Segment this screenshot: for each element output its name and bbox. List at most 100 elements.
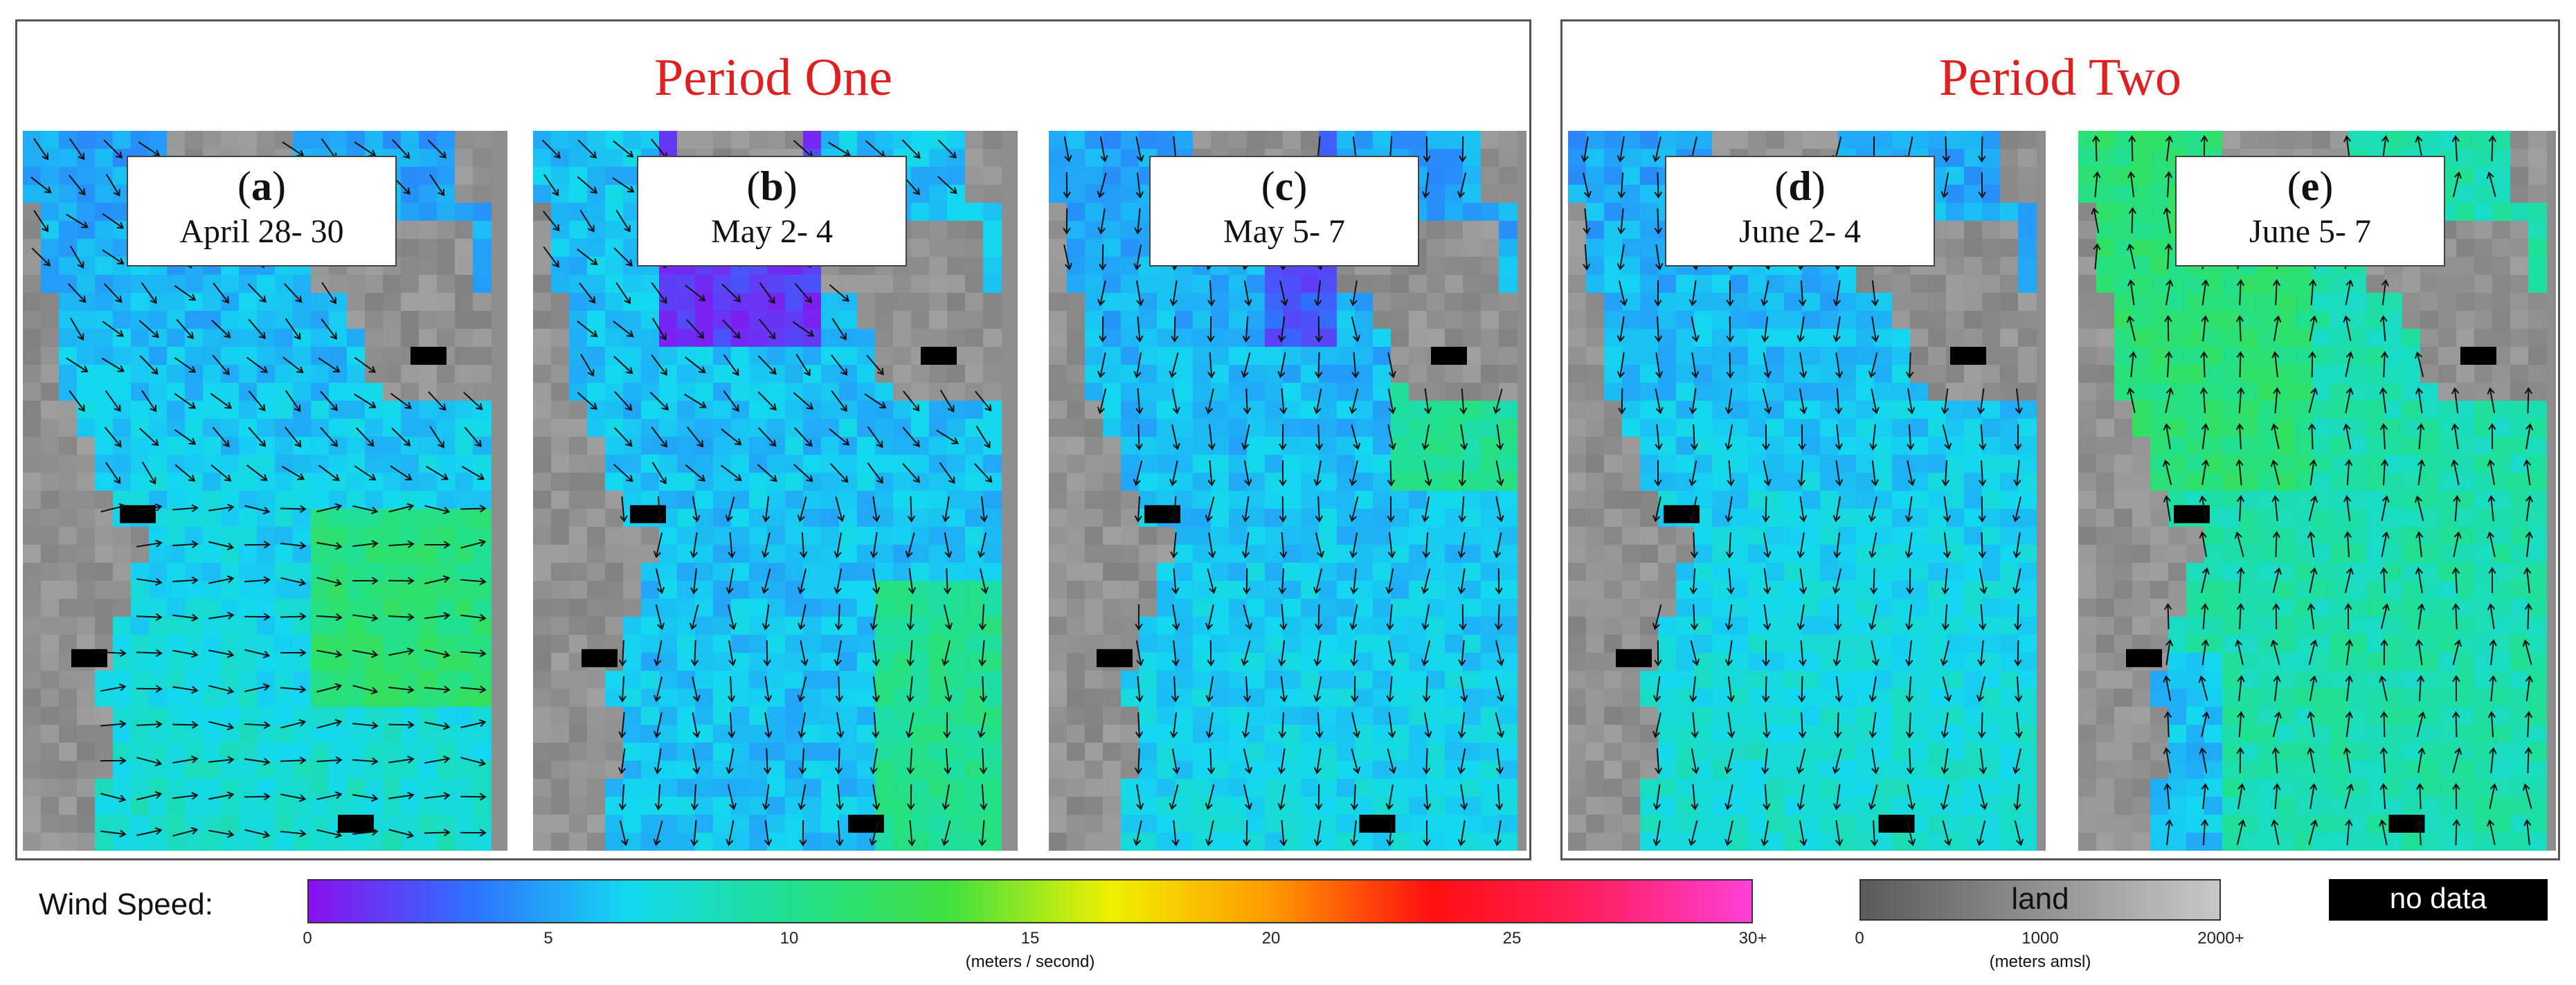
wind-arrow — [2345, 711, 2353, 737]
period-one-frame: Period One (a) April 28- 30 (b) May 2- 4… — [15, 19, 1531, 860]
wind-arrow — [1760, 280, 1769, 307]
wind-arrow — [1279, 280, 1288, 307]
wind-arrow — [1691, 784, 1699, 811]
wind-arrow — [2165, 387, 2174, 413]
wind-arrow — [1724, 424, 1733, 451]
wind-arrow — [978, 712, 987, 739]
wind-arrow — [354, 465, 377, 480]
wind-arrow — [905, 532, 915, 559]
wind-arrow — [2163, 423, 2171, 449]
wind-arrow — [1905, 352, 1914, 379]
wind-arrow — [280, 793, 307, 802]
wind-map-d — [1568, 131, 2037, 851]
wind-arrow — [685, 356, 706, 374]
wind-arrow — [2126, 315, 2136, 341]
wind-arrow — [2344, 783, 2354, 809]
wind-arrow — [208, 541, 235, 551]
wind-arrow — [1616, 244, 1625, 271]
wind-arrow — [2379, 387, 2388, 413]
wind-arrow — [1727, 460, 1735, 487]
wind-arrow — [316, 829, 343, 838]
wind-arrow — [1170, 532, 1178, 559]
wind-arrow — [834, 640, 842, 667]
wind-arrow — [1457, 172, 1467, 199]
wind-arrow — [1315, 496, 1324, 523]
wind-arrow — [2234, 531, 2244, 557]
wind-arrow — [33, 138, 49, 161]
wind-arrow — [2417, 459, 2426, 485]
wind-arrow — [2309, 315, 2318, 341]
wind-arrow — [979, 568, 989, 595]
wind-arrow — [1835, 676, 1843, 703]
wind-arrow — [615, 282, 631, 305]
wind-arrow — [728, 712, 736, 739]
wind-arrow — [1655, 244, 1664, 271]
wind-arrow — [1350, 640, 1358, 667]
wind-arrow — [2273, 315, 2282, 341]
wind-arrow — [213, 282, 230, 304]
wind-arrow — [1243, 784, 1253, 811]
wind-arrow — [1459, 676, 1468, 703]
wind-arrow — [1871, 388, 1880, 415]
wind-arrow — [1725, 532, 1734, 559]
wind-arrow — [244, 649, 271, 659]
wind-arrow — [1421, 640, 1431, 667]
wind-arrow — [872, 784, 881, 811]
wind-arrow — [2165, 135, 2173, 161]
wind-arrow — [1315, 712, 1324, 739]
wind-arrow — [1313, 820, 1322, 847]
wind-arrow — [1207, 316, 1215, 343]
wind-arrow — [1097, 208, 1106, 235]
wind-arrow — [316, 756, 343, 764]
wind-arrow — [761, 568, 771, 595]
wind-arrow — [2522, 639, 2532, 665]
wind-arrow — [1691, 316, 1700, 343]
wind-arrow — [388, 791, 415, 800]
wind-arrow — [1172, 604, 1180, 631]
wind-arrow — [2523, 459, 2532, 485]
wind-arrow — [613, 427, 633, 447]
wind-arrow — [280, 649, 307, 657]
wind-arrow — [282, 141, 305, 156]
wind-arrow — [280, 541, 307, 550]
wind-arrow — [2453, 531, 2462, 557]
wind-arrow — [1459, 388, 1468, 415]
wind-arrow — [1459, 604, 1467, 631]
wind-arrow — [2199, 531, 2208, 557]
wind-arrow — [2162, 459, 2172, 485]
wind-arrow — [978, 640, 987, 667]
land-elevation-units: (meters amsl) — [1989, 952, 2091, 971]
wind-arrow — [2381, 531, 2390, 557]
wind-arrow — [1868, 604, 1877, 631]
wind-arrow — [1978, 712, 1986, 739]
wind-arrow — [2451, 459, 2460, 485]
wind-arrow — [1315, 784, 1323, 811]
wind-arrow — [690, 784, 699, 811]
wind-arrow — [1422, 532, 1430, 559]
wind-arrow — [906, 604, 915, 631]
wind-arrow — [1351, 424, 1361, 451]
wind-arrow — [686, 319, 705, 339]
wind-arrow — [1868, 352, 1878, 379]
wind-arrow — [2201, 279, 2210, 305]
wind-arrow — [460, 719, 487, 728]
wind-arrow — [2201, 603, 2209, 630]
wind-arrow — [316, 791, 343, 800]
wind-arrow — [1423, 712, 1432, 739]
wind-arrow — [172, 686, 199, 694]
wind-arrow — [1388, 640, 1396, 667]
wind-arrow — [1941, 460, 1950, 487]
wind-arrow — [2345, 387, 2354, 413]
wind-arrow — [2199, 747, 2208, 773]
wind-arrow — [174, 284, 197, 301]
wind-arrow — [836, 784, 844, 811]
wind-arrow — [1134, 208, 1142, 235]
wind-arrow — [100, 720, 127, 728]
wind-arrow — [388, 685, 415, 694]
wind-arrow — [580, 353, 595, 377]
wind-arrow — [2165, 279, 2174, 305]
wind-arrow — [1691, 352, 1700, 379]
wind-arrow — [100, 649, 127, 658]
wind-arrow — [829, 284, 850, 302]
wind-arrow — [1205, 712, 1214, 739]
